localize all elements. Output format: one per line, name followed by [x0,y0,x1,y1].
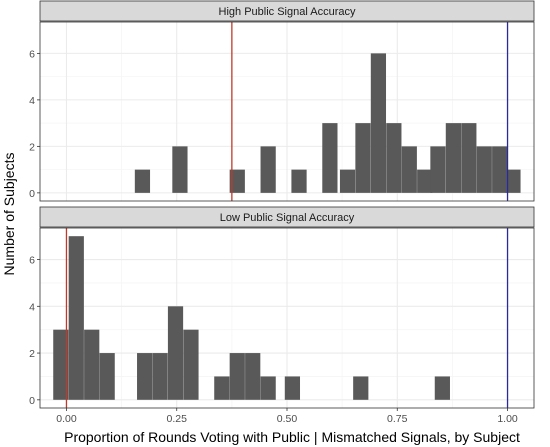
histogram-bar [183,329,199,400]
x-axis: 0.00 0.25 0.50 0.75 1.00 [56,408,518,425]
histogram-bar [284,376,301,400]
x-tick-label: 0.25 [167,413,188,425]
histogram-bar [134,169,151,193]
histogram-bar [339,169,356,193]
histogram-bar [260,376,276,400]
facet-title: Low Public Signal Accuracy [220,212,355,224]
histogram-bar [214,376,230,400]
histogram-bar [370,53,387,193]
histogram-bar [229,169,245,193]
histogram-bar [53,329,69,400]
y-tick-label: 6 [29,48,35,60]
y-tick-label: 4 [29,301,35,313]
histogram-bar [417,169,433,193]
histogram-bar [492,146,508,193]
histogram-bar [137,353,153,400]
y-tick-label: 4 [29,95,35,107]
y-axis-label: Number of Subjects [1,153,17,276]
histogram-bar [322,123,338,193]
panel-border [39,21,535,202]
histogram-bar [260,146,276,193]
histogram-bar [434,376,450,400]
histogram-bar [152,353,168,400]
facet-strip [39,0,535,22]
histogram-bar [172,146,188,193]
x-tick-label: 0.00 [56,413,77,425]
facet-title: High Public Signal Accuracy [219,6,356,18]
y-tick-label: 2 [29,348,35,360]
facet-panel-1: High Public Signal Accuracy 0 2 4 6 [29,0,535,202]
histogram-bar [99,353,115,400]
x-tick-label: 0.75 [387,413,408,425]
histogram-bar [229,353,245,400]
histogram-bar [291,169,307,193]
x-axis-label: Proportion of Rounds Voting with Public … [64,429,520,445]
x-tick-label: 1.00 [497,413,518,425]
histogram-bar [355,123,371,193]
histogram-bar [68,236,84,400]
histogram-bar [84,329,100,400]
histogram-bar [167,306,184,400]
histogram-bar [445,123,462,193]
y-tick-label: 0 [29,188,35,200]
facet-panel-2: Low Public Signal Accuracy 0 2 4 6 [29,206,535,409]
histogram-bar [245,353,261,400]
facet-strip [39,206,535,228]
histogram-bar [461,123,477,193]
y-tick-label: 6 [29,255,35,267]
histogram-bar [386,123,402,193]
y-tick-label: 2 [29,141,35,153]
histogram-bar [476,146,492,193]
x-tick-label: 0.50 [277,413,298,425]
histogram-bar [430,146,446,193]
histogram-bar [353,376,369,400]
histogram-bar [505,169,521,193]
y-tick-label: 0 [29,395,35,407]
histogram-bar [401,146,417,193]
